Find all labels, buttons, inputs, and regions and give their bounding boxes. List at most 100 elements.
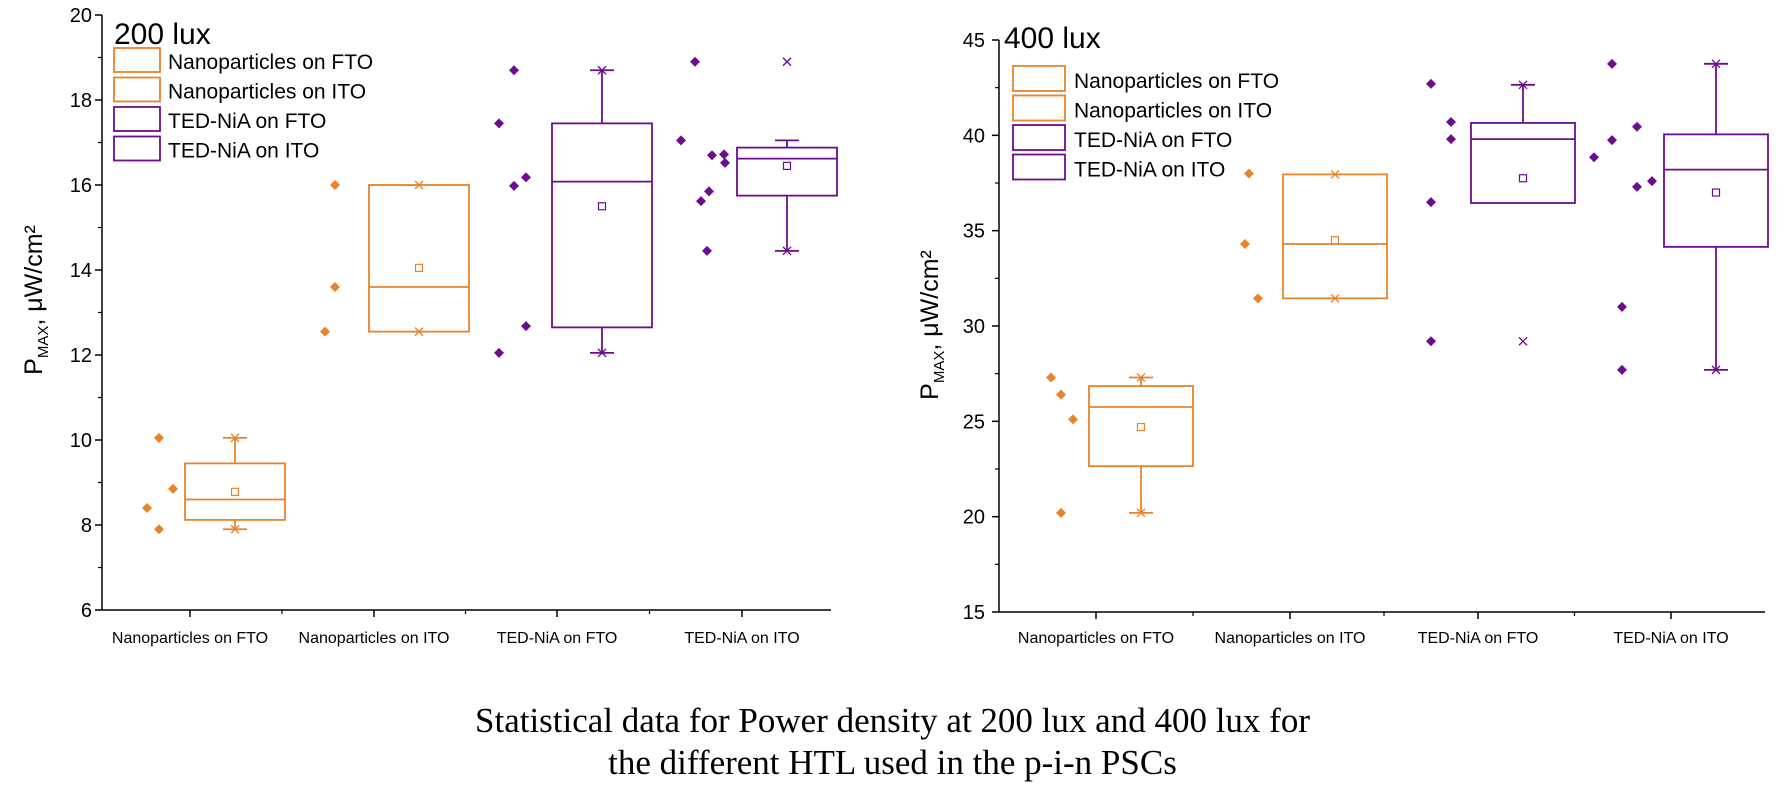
box: [1663, 133, 1769, 248]
series-3: [494, 65, 653, 358]
data-point: [330, 282, 340, 292]
data-point: [494, 118, 504, 129]
legend-label: TED-NiA on FTO: [1074, 129, 1232, 152]
data-point: [494, 347, 504, 358]
y-tick-label: 8: [81, 515, 92, 537]
caption-line-1: Statistical data for Power density at 20…: [475, 701, 1310, 740]
legend-swatch: [113, 135, 161, 162]
data-point: [1253, 293, 1263, 304]
min-marker: [782, 246, 792, 256]
y-tick-label: 12: [70, 345, 92, 367]
data-point: [690, 56, 700, 67]
data-point: [521, 321, 531, 332]
data-point: [1632, 181, 1642, 192]
y-tick-label: 45: [963, 30, 985, 52]
y-axis-label: PMAX, μW/cm²: [916, 250, 948, 400]
data-point: [1446, 116, 1456, 127]
data-point: [720, 157, 730, 168]
data-point: [1607, 58, 1617, 69]
legend-swatch: [1012, 65, 1066, 92]
box: [1470, 122, 1576, 204]
y-tick-label: 20: [963, 507, 985, 529]
mean-marker: [414, 263, 424, 272]
y-tick-label: 16: [70, 175, 92, 197]
max-marker: [1518, 80, 1528, 90]
y-tick-label: 15: [963, 602, 985, 624]
mean-marker: [597, 202, 607, 211]
data-point: [1244, 168, 1254, 179]
x-tick-label: Nanoparticles on ITO: [299, 630, 450, 647]
y-tick-label: 25: [963, 411, 985, 433]
legend-swatch: [1012, 153, 1066, 181]
data-point: [696, 196, 706, 207]
mean-marker: [1711, 188, 1721, 197]
box: [368, 184, 470, 333]
chart-panel-2: 15 20 25 30 35 40 45 Nanoparticles on FTO Nanopa…: [916, 22, 1769, 647]
y-tick-label: 35: [963, 221, 985, 243]
min-marker: [1518, 336, 1528, 346]
min-marker: [597, 348, 607, 358]
data-point: [1068, 414, 1078, 425]
data-point: [704, 186, 714, 197]
panel-title: 400 lux: [1004, 22, 1101, 55]
data-point: [1426, 78, 1436, 89]
y-axis-label: PMAX, μW/cm²: [20, 225, 52, 375]
chart-panel-1: 6 8 10 12 14 16 18 20 Nanoparticles on FTO Nanopa…: [20, 5, 838, 647]
mean-marker: [782, 161, 792, 170]
legend-label: TED-NiA on FTO: [168, 110, 326, 133]
series-1: [1046, 372, 1194, 518]
legend-label: Nanoparticles on FTO: [1074, 70, 1279, 93]
x-tick-label: TED-NiA on ITO: [1613, 630, 1728, 647]
series-1: [142, 432, 286, 535]
data-point: [702, 245, 712, 256]
data-point: [154, 524, 164, 535]
box: [1088, 385, 1194, 468]
data-point: [509, 180, 519, 191]
data-point: [1426, 197, 1436, 208]
min-marker: [1330, 293, 1340, 303]
x-tick-label: Nanoparticles on ITO: [1215, 630, 1366, 647]
data-point: [707, 150, 717, 161]
caption-line-2: the different HTL used in the p-i-n PSCs: [608, 743, 1177, 782]
max-marker: [782, 57, 792, 67]
x-tick-label: TED-NiA on FTO: [497, 630, 618, 647]
legend-label: Nanoparticles on ITO: [168, 81, 366, 104]
min-marker: [414, 327, 424, 337]
mean-marker: [1518, 174, 1528, 183]
data-point: [1056, 389, 1066, 400]
data-point: [1617, 301, 1627, 312]
data-point: [521, 172, 531, 183]
y-tick-label: 14: [70, 260, 92, 282]
max-marker: [230, 433, 240, 443]
legend-label: Nanoparticles on FTO: [168, 51, 373, 74]
series-2: [1240, 168, 1388, 304]
data-point: [1617, 364, 1627, 375]
data-point: [1632, 121, 1642, 132]
legend-swatch: [113, 47, 161, 73]
y-tick-label: 18: [70, 90, 92, 112]
box: [736, 146, 838, 197]
data-point: [509, 65, 519, 76]
data-point: [676, 135, 686, 146]
min-marker: [1136, 508, 1146, 518]
max-marker: [414, 180, 424, 190]
mean-marker: [1330, 236, 1340, 245]
legend-label: TED-NiA on ITO: [168, 140, 319, 163]
data-point: [1056, 507, 1066, 518]
data-point: [330, 180, 340, 190]
y-tick-label: 30: [963, 316, 985, 338]
y-tick-label: 6: [81, 600, 92, 622]
panel-title: 200 lux: [114, 18, 211, 51]
legend-swatch: [113, 106, 161, 132]
box: [551, 122, 653, 329]
data-point: [1647, 176, 1657, 187]
series-2: [320, 180, 470, 337]
series-3: [1426, 78, 1576, 347]
y-tick-label: 20: [70, 5, 92, 27]
data-point: [1607, 135, 1617, 146]
legend-swatch: [1012, 124, 1066, 151]
max-marker: [1711, 59, 1721, 69]
max-marker: [1136, 373, 1146, 382]
data-point: [142, 503, 152, 513]
